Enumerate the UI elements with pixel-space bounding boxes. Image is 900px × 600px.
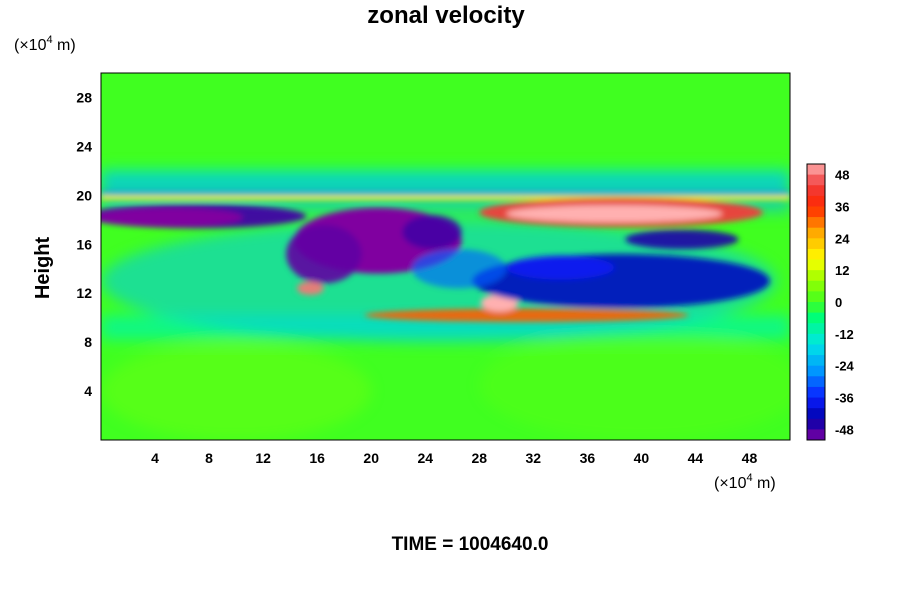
x-unit-label: (×104 m) (714, 472, 776, 492)
colorbar-level (807, 206, 825, 218)
field-patch (101, 190, 790, 196)
colorbar-tick-label: 24 (835, 231, 850, 246)
colorbar-level (807, 408, 825, 420)
x-axis-ticks: 4 8 12 16 20 24 28 32 36 40 44 48 (151, 450, 757, 466)
chart-title: zonal velocity (367, 2, 525, 29)
y-axis-ticks: 4 8 12 16 20 24 28 (76, 89, 92, 399)
colorbar-level (807, 238, 825, 250)
colorbar-level (807, 280, 825, 292)
colorbar-level (807, 312, 825, 324)
x-tick-label: 24 (417, 450, 433, 466)
x-tick-label: 12 (255, 450, 271, 466)
field-patch (296, 281, 324, 296)
field-patch (479, 329, 790, 440)
colorbar-level (807, 323, 825, 335)
heatmap-field (101, 73, 790, 440)
field-patch (411, 249, 507, 289)
colorbar-level (807, 291, 825, 303)
y-tick-label: 28 (76, 89, 92, 105)
field-patch (101, 207, 243, 228)
y-axis-label: Height (32, 237, 54, 300)
field-patch (364, 308, 689, 322)
x-tick-label: 48 (742, 450, 758, 466)
y-tick-label: 8 (84, 334, 92, 350)
plot-frame (100, 72, 791, 441)
colorbar-level (807, 164, 825, 176)
field-patch (101, 342, 372, 440)
colorbar-level (807, 270, 825, 282)
colorbar-level (807, 344, 825, 356)
colorbar-tick-label: -12 (835, 327, 854, 342)
field-patch (625, 229, 739, 250)
colorbar-tick-label: 48 (835, 168, 849, 183)
colorbar-level (807, 227, 825, 239)
x-tick-label: 4 (151, 450, 159, 466)
field-patch (402, 214, 462, 250)
x-tick-label: 36 (580, 450, 596, 466)
colorbar-tick-label: -48 (835, 422, 854, 437)
colorbar-level (807, 429, 825, 441)
field-patch (506, 205, 723, 223)
colorbar-level (807, 302, 825, 314)
field-patch (286, 224, 362, 284)
x-tick-label: 28 (471, 450, 487, 466)
field-patch (101, 194, 790, 201)
colorbar-level (807, 365, 825, 377)
colorbar-level (807, 386, 825, 399)
colorbar-level (807, 333, 825, 345)
colorbar-level (807, 195, 825, 207)
y-tick-label: 20 (76, 187, 92, 203)
x-tick-label: 16 (309, 450, 325, 466)
colorbar-level (807, 185, 825, 197)
colorbar-frame (806, 163, 826, 441)
y-tick-label: 16 (76, 236, 92, 252)
colorbar (806, 163, 826, 441)
colorbar-level (807, 248, 825, 261)
colorbar-tick-label: -24 (835, 359, 855, 374)
y-tick-label: 24 (76, 138, 92, 154)
colorbar-tick-label: 12 (835, 263, 849, 278)
colorbar-ticks: 48 36 24 12 0 -12 -24 -36 -48 (835, 168, 855, 438)
colorbar-level (807, 355, 825, 367)
x-tick-label: 20 (363, 450, 379, 466)
colorbar-level (807, 259, 825, 271)
colorbar-tick-label: 0 (835, 295, 842, 310)
colorbar-level (807, 376, 825, 388)
y-unit-label: (×104 m) (14, 34, 76, 54)
x-tick-label: 40 (634, 450, 650, 466)
x-tick-label: 44 (688, 450, 704, 466)
field-patch (480, 294, 519, 312)
colorbar-level (807, 397, 825, 409)
colorbar-level (807, 174, 825, 186)
x-tick-label: 32 (526, 450, 542, 466)
colorbar-level (807, 217, 825, 229)
field-patch (506, 255, 615, 280)
colorbar-level (807, 418, 825, 430)
y-tick-label: 4 (84, 383, 92, 399)
y-tick-label: 12 (76, 285, 92, 301)
colorbar-tick-label: 36 (835, 199, 849, 214)
time-annotation: TIME = 1004640.0 (392, 534, 549, 555)
x-tick-label: 8 (205, 450, 213, 466)
colorbar-tick-label: -36 (835, 391, 854, 406)
